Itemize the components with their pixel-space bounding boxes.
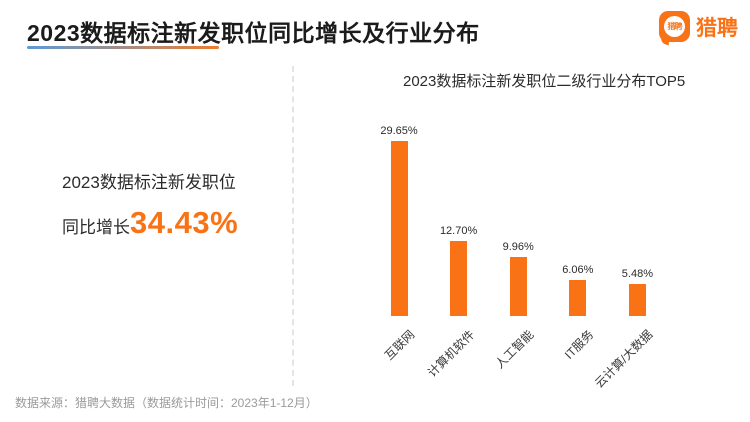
bar-value-label: 29.65% [380,125,418,137]
liepin-logo-icon: 猎聘 [659,11,690,46]
logo-icon-text: 猎聘 [667,22,683,31]
chart-title: 2023数据标注新发职位二级行业分布TOP5 [403,73,686,90]
source-note: 数据来源：猎聘大数据（数据统计时间：2023年1-12月） [15,396,318,410]
bar-value-label: 12.70% [439,225,478,237]
stat-headline: 2023数据标注新发职位 [62,173,236,192]
bar-人工智能 [509,257,527,316]
stat-growth-value: 34.43% [130,205,239,240]
bar-计算机软件 [450,241,468,316]
bar-value-label: 9.96% [502,241,534,253]
stat-growth-line: 同比增长 34.43% [62,205,238,241]
bar-value-label: 5.48% [621,268,653,280]
bar-chart: 29.65% 互联网 12.70% 计算机软件 9.96% 人工智能 6.06% IT服务 5.… [310,120,740,400]
bar-IT服务 [569,280,587,316]
logo-wordmark: 猎聘 [696,16,738,40]
page-title: 2023数据标注新发职位同比增长及行业分布 [27,20,480,46]
logo-circle: 猎聘 [664,16,685,37]
bar-互联网 [390,141,408,316]
stat-growth-label: 同比增长 [62,218,130,237]
speech-bubble-icon: 猎聘 [659,11,690,42]
vertical-dashed-divider [292,66,294,386]
liepin-logo: 猎聘 猎聘 [659,11,738,46]
bar-value-label: 6.06% [562,264,594,276]
title-underline [27,46,219,49]
bar-云计算/大数据 [628,284,646,316]
